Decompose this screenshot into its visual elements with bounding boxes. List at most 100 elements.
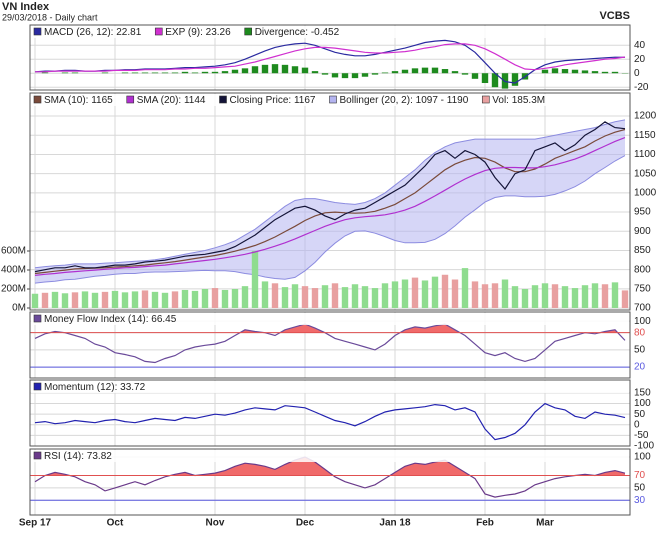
bar (441, 69, 449, 74)
bar (171, 72, 179, 74)
y-tick-label: -100 (634, 441, 654, 452)
bar (611, 282, 619, 309)
bar (71, 292, 79, 309)
y-tick-label: 20 (634, 54, 646, 65)
x-tick-label: Sep 17 (19, 518, 52, 529)
bar (201, 71, 209, 74)
bar (561, 286, 569, 309)
panel-border (29, 311, 631, 379)
bar (251, 250, 259, 309)
bar (151, 291, 159, 309)
bar (191, 290, 199, 309)
legend-swatch (126, 95, 135, 104)
bar (41, 72, 49, 74)
bar (471, 281, 479, 309)
x-tick-label: Jan 18 (379, 518, 411, 529)
bar (111, 290, 119, 309)
line (34, 121, 626, 273)
bar (351, 73, 359, 79)
legend-swatch (329, 95, 337, 104)
legend-label: Momentum (12): 33.72 (44, 382, 146, 393)
panel-border (29, 92, 631, 311)
y-tick-label: -20 (634, 82, 649, 93)
legend-label: Closing Price: 1167 (230, 95, 316, 106)
bar (381, 72, 389, 74)
line (34, 402, 626, 441)
bar (291, 66, 299, 74)
panel-border (29, 24, 631, 91)
bar (371, 288, 379, 309)
bar (451, 279, 459, 309)
bar (441, 274, 449, 309)
legend-swatch (33, 95, 42, 104)
y-tick-label: 0 (634, 419, 640, 430)
bar (331, 283, 339, 309)
y2-tick-label: 200M (1, 284, 26, 295)
x-tick-label: Feb (476, 518, 494, 529)
bar (101, 72, 109, 74)
bar (361, 73, 369, 77)
bar (321, 285, 329, 309)
bar (71, 72, 79, 74)
bar (161, 72, 169, 74)
bar (391, 281, 399, 309)
y-tick-label: -50 (634, 430, 649, 441)
legend-swatch (481, 95, 490, 104)
bar (621, 290, 629, 309)
y-tick-label: 1150 (634, 130, 656, 141)
bar (491, 283, 499, 309)
y-tick-label: 50 (634, 345, 646, 356)
bar (421, 280, 429, 309)
bar (351, 284, 359, 309)
y-tick-label: 70 (634, 470, 646, 481)
bar (211, 288, 219, 309)
bar (31, 293, 39, 309)
bar (331, 73, 339, 78)
legend-label: Divergence: -0.452 (255, 27, 340, 38)
bar (271, 64, 279, 74)
legend-label: MACD (26, 12): 22.81 (44, 27, 142, 38)
panel-border (29, 379, 631, 447)
legend-swatch (154, 27, 163, 36)
bar (361, 286, 369, 309)
bar (261, 281, 269, 309)
x-tick-label: Mar (536, 518, 554, 529)
bar (491, 73, 499, 88)
legend-swatch (33, 382, 42, 391)
bar (571, 288, 579, 309)
bar (431, 276, 439, 309)
legend-label: Vol: 185.3M (492, 95, 545, 106)
legend-swatch (33, 451, 42, 460)
bar (411, 68, 419, 74)
y-tick-label: 80 (634, 327, 646, 338)
y-tick-label: 850 (634, 245, 651, 256)
bar (101, 291, 109, 309)
bar (171, 291, 179, 309)
y2-tick-label: 400M (1, 265, 26, 276)
bollinger-upper (34, 119, 626, 269)
bar (431, 67, 439, 74)
bar (41, 292, 49, 309)
legend-swatch (244, 27, 252, 36)
bar (591, 71, 599, 74)
bar (311, 288, 319, 309)
bar (401, 69, 409, 74)
y-tick-label: 1000 (634, 187, 657, 198)
bar (591, 283, 599, 309)
bar (141, 72, 149, 74)
panel-border (29, 448, 631, 516)
line (34, 456, 626, 498)
bar (151, 72, 159, 74)
bar (411, 277, 419, 309)
bar (61, 293, 69, 309)
bar (521, 289, 529, 309)
bar (551, 68, 559, 74)
legend-bar (31, 450, 629, 462)
bar (501, 279, 509, 309)
legend-label: EXP (9): 23.26 (165, 27, 231, 38)
bar (611, 71, 619, 74)
bar (601, 71, 609, 74)
bar (401, 279, 409, 309)
bar (201, 289, 209, 309)
y-tick-label: 40 (634, 40, 646, 51)
